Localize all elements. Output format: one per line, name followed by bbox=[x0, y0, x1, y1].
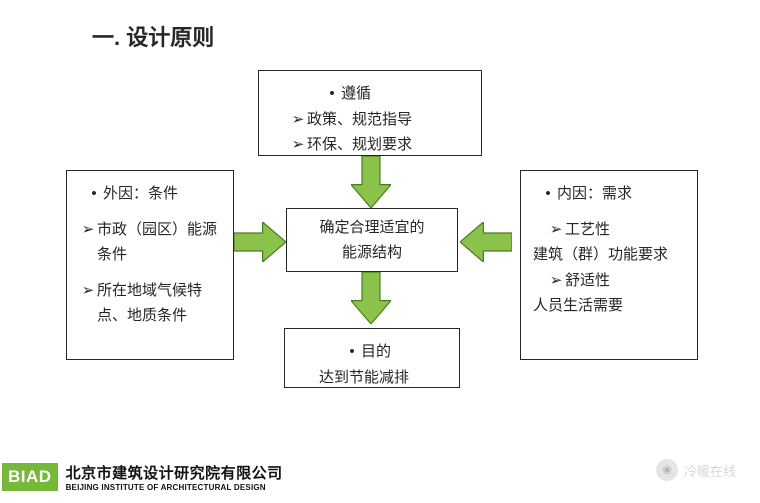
arrow-right-to-center bbox=[460, 222, 512, 262]
arrow-top-to-center bbox=[351, 156, 391, 208]
box-line bbox=[533, 207, 685, 217]
arrow-center-to-bottom bbox=[351, 272, 391, 324]
box-line: ➢市政（园区）能源条件 bbox=[79, 217, 221, 268]
box-line-text: 所在地域气候特点、地质条件 bbox=[97, 278, 221, 329]
box-line bbox=[79, 268, 221, 278]
box-line: 能源结构 bbox=[342, 240, 402, 266]
box-line-text: 工艺性 bbox=[565, 217, 685, 243]
box-line-text: 外因：条件 bbox=[103, 181, 221, 207]
footer-text: 北京市建筑设计研究院有限公司 BEIJING INSTITUTE OF ARCH… bbox=[66, 462, 283, 492]
box-left: •外因：条件➢市政（园区）能源条件➢所在地域气候特点、地质条件 bbox=[66, 170, 234, 360]
box-line: ➢政策、规范指导 bbox=[271, 107, 469, 133]
box-line: •遵循 bbox=[271, 81, 469, 107]
slide-title: 一. 设计原则 bbox=[92, 20, 214, 52]
box-line-text: 政策、规范指导 bbox=[307, 107, 469, 133]
dot-bullet-icon: • bbox=[323, 81, 341, 107]
box-right: •内因：需求 ➢工艺性建筑（群）功能要求➢舒适性人员生活需要 bbox=[520, 170, 698, 360]
box-line bbox=[79, 207, 221, 217]
box-line-text: 环保、规划要求 bbox=[307, 132, 469, 158]
box-line: ➢工艺性 bbox=[533, 217, 685, 243]
box-line-text: 人员生活需要 bbox=[533, 293, 685, 319]
box-line: •外因：条件 bbox=[79, 181, 221, 207]
box-line: 确定合理适宜的 bbox=[319, 215, 424, 241]
box-line-text: 目的 bbox=[361, 339, 447, 365]
box-line-text: 达到节能减排 bbox=[319, 365, 447, 391]
box-bottom: •目的达到节能减排 bbox=[284, 328, 460, 388]
watermark: ❀ 冷暖在线 bbox=[656, 459, 736, 481]
box-line: 人员生活需要 bbox=[533, 293, 685, 319]
box-line-text: 遵循 bbox=[341, 81, 469, 107]
biad-logo: BIAD bbox=[2, 463, 58, 491]
box-top: •遵循➢政策、规范指导➢环保、规划要求 bbox=[258, 70, 482, 156]
footer: BIAD 北京市建筑设计研究院有限公司 BEIJING INSTITUTE OF… bbox=[0, 451, 760, 503]
box-line: ➢环保、规划要求 bbox=[271, 132, 469, 158]
box-line-text: 内因：需求 bbox=[557, 181, 685, 207]
chevron-bullet-icon: ➢ bbox=[289, 107, 307, 133]
chevron-bullet-icon: ➢ bbox=[547, 268, 565, 294]
chevron-bullet-icon: ➢ bbox=[79, 217, 97, 243]
box-center: 确定合理适宜的能源结构 bbox=[286, 208, 458, 272]
box-line: ➢所在地域气候特点、地质条件 bbox=[79, 278, 221, 329]
footer-cn: 北京市建筑设计研究院有限公司 bbox=[66, 462, 283, 483]
dot-bullet-icon: • bbox=[539, 181, 557, 207]
dot-bullet-icon: • bbox=[85, 181, 103, 207]
arrow-left-to-center bbox=[234, 222, 286, 262]
box-line: •目的 bbox=[297, 339, 447, 365]
box-line: 达到节能减排 bbox=[297, 365, 447, 391]
dot-bullet-icon: • bbox=[343, 339, 361, 365]
slide: 一. 设计原则 •遵循➢政策、规范指导➢环保、规划要求 •外因：条件➢市政（园区… bbox=[0, 0, 760, 503]
box-line-text: 舒适性 bbox=[565, 268, 685, 294]
watermark-icon: ❀ bbox=[656, 459, 678, 481]
footer-en: BEIJING INSTITUTE OF ARCHITECTURAL DESIG… bbox=[66, 483, 283, 492]
box-line: ➢舒适性 bbox=[533, 268, 685, 294]
box-line-text: 建筑（群）功能要求 bbox=[533, 242, 685, 268]
watermark-text: 冷暖在线 bbox=[684, 461, 736, 480]
chevron-bullet-icon: ➢ bbox=[79, 278, 97, 304]
box-line: •内因：需求 bbox=[533, 181, 685, 207]
box-line: 建筑（群）功能要求 bbox=[533, 242, 685, 268]
chevron-bullet-icon: ➢ bbox=[289, 132, 307, 158]
chevron-bullet-icon: ➢ bbox=[547, 217, 565, 243]
box-line-text: 市政（园区）能源条件 bbox=[97, 217, 221, 268]
